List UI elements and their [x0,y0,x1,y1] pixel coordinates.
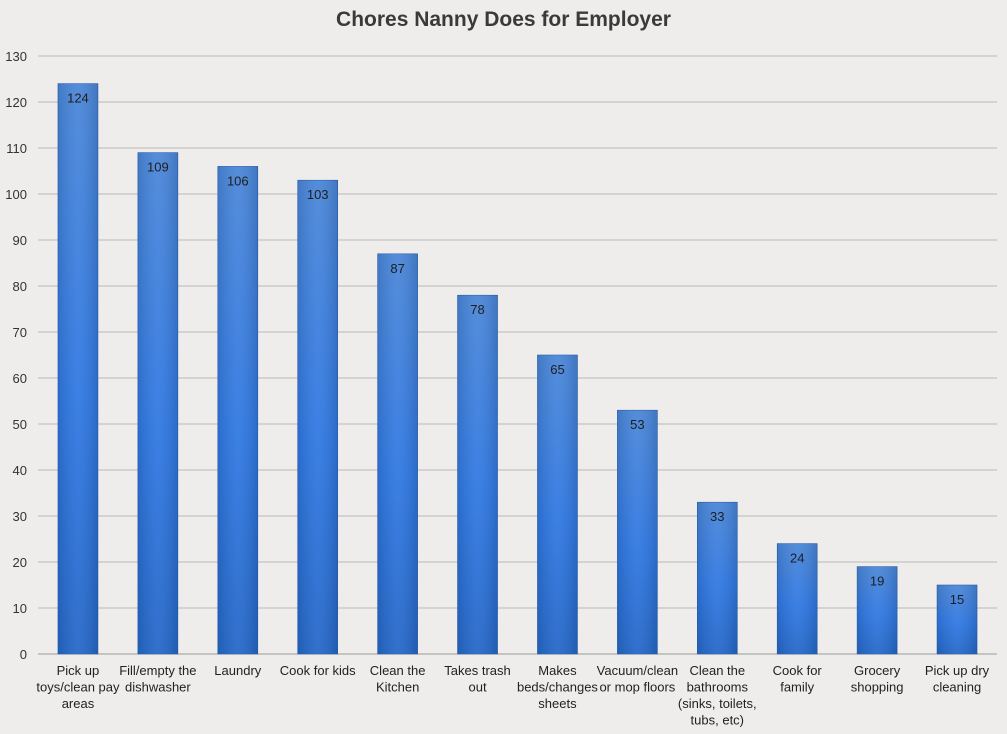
bar-shade [457,295,498,654]
y-tick-label: 70 [13,325,27,340]
bar-value-label: 87 [390,261,404,276]
x-tick-label: Clean the Kitchen [370,663,426,695]
bar-shade [857,566,898,654]
bar-value-label: 15 [950,592,964,607]
bar-shade [937,585,978,654]
bar-value-label: 53 [630,417,644,432]
bar-value-label: 103 [307,187,329,202]
bar-shade [217,166,258,654]
x-tick-label: Laundry [214,663,261,678]
bar-shade [137,152,178,654]
y-tick-label: 20 [13,555,27,570]
bar-value-label: 109 [147,160,169,175]
bar-value-label: 65 [550,362,564,377]
x-tick-label: Pick up toys/clean pay areas [36,663,120,711]
bar-shade [777,543,818,654]
y-tick-label: 110 [6,141,27,156]
x-tick-label: Fill/empty the dishwasher [119,663,196,695]
y-tick-label: 130 [5,49,27,64]
y-tick-label: 90 [13,233,27,248]
bar-value-label: 106 [227,173,249,188]
x-tick-label: Cook for kids [280,663,356,678]
bar-value-label: 24 [790,551,804,566]
bar-value-label: 33 [710,509,724,524]
y-tick-label: 100 [5,187,27,202]
y-tick-label: 120 [5,95,27,110]
bar-shade [617,410,658,654]
y-tick-label: 0 [20,647,27,662]
y-tick-label: 30 [13,509,27,524]
bar-shade [297,180,338,654]
x-tick-label: Vacuum/clean or mop floors [597,663,678,695]
x-tick-label: Grocery shopping [851,663,904,695]
bar-shade [57,83,98,655]
y-tick-label: 60 [13,371,27,386]
bar-value-label: 78 [470,302,484,317]
chart-title: Chores Nanny Does for Employer [336,8,671,31]
bar-shade [377,253,418,655]
bar-value-label: 19 [870,574,884,589]
y-tick-label: 50 [13,417,27,432]
bar-value-label: 124 [67,91,89,106]
x-tick-label: Makes beds/changes sheets [517,663,598,711]
y-tick-label: 40 [13,463,27,478]
x-tick-label: Pick up dry cleaning [925,663,990,695]
bar-shade [537,355,578,654]
y-tick-label: 10 [13,601,27,616]
x-tick-label: Cook for family [773,663,823,695]
y-tick-label: 80 [13,279,27,294]
x-tick-label: Clean the bathrooms (sinks, toilets, tubs, … [678,663,757,728]
x-tick-label: Takes trash out [444,663,510,695]
bar-shade [697,502,738,654]
